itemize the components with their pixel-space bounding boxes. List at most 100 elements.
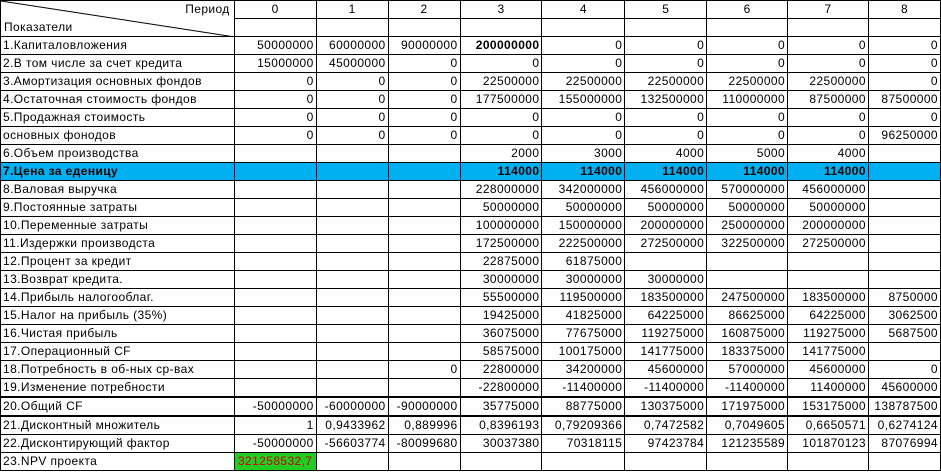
- value-cell[interactable]: 0,7049605: [706, 415, 789, 435]
- value-cell[interactable]: 22800000: [459, 360, 543, 379]
- row-label[interactable]: 5.Продажная стоимость: [0, 108, 235, 127]
- value-cell[interactable]: [387, 198, 461, 217]
- value-cell[interactable]: [867, 216, 941, 235]
- value-cell[interactable]: 171975000: [706, 396, 789, 417]
- value-cell[interactable]: [387, 252, 461, 271]
- value-cell[interactable]: 272500000: [787, 234, 869, 253]
- value-cell[interactable]: [867, 234, 941, 253]
- value-cell[interactable]: [233, 288, 317, 307]
- row-label[interactable]: 14.Прибыль налогооблаг.: [0, 288, 235, 307]
- period-header[interactable]: 2: [387, 0, 461, 19]
- value-cell[interactable]: 30000000: [624, 270, 708, 289]
- value-cell[interactable]: 138787500: [867, 396, 941, 417]
- value-cell[interactable]: 50000000: [233, 36, 317, 55]
- value-cell[interactable]: [233, 162, 317, 181]
- value-cell[interactable]: 77675000: [541, 324, 626, 343]
- value-cell[interactable]: 4000: [624, 144, 708, 163]
- value-cell[interactable]: [233, 306, 317, 325]
- value-cell[interactable]: 100175000: [541, 342, 626, 361]
- value-cell[interactable]: 155000000: [541, 90, 626, 109]
- value-cell[interactable]: 30000000: [541, 270, 626, 289]
- value-cell[interactable]: 0: [387, 108, 461, 127]
- value-cell[interactable]: 50000000: [541, 198, 626, 217]
- value-cell[interactable]: [233, 252, 317, 271]
- value-cell[interactable]: 0,7472582: [624, 415, 708, 435]
- value-cell[interactable]: -60000000: [315, 396, 389, 417]
- value-cell[interactable]: 50000000: [459, 198, 543, 217]
- value-cell[interactable]: 70318115: [541, 434, 626, 453]
- row-label[interactable]: 19.Изменение потребности: [0, 378, 235, 398]
- value-cell[interactable]: [233, 180, 317, 199]
- row-label[interactable]: 21.Дисконтный множитель: [0, 415, 235, 435]
- value-cell[interactable]: 3000: [541, 144, 626, 163]
- row-label[interactable]: 11.Издержки производста: [0, 234, 235, 253]
- value-cell[interactable]: [315, 306, 389, 325]
- value-cell[interactable]: -22800000: [459, 378, 543, 398]
- value-cell[interactable]: -56603774: [315, 434, 389, 453]
- value-cell[interactable]: [315, 144, 389, 163]
- value-cell[interactable]: 45600000: [867, 378, 941, 398]
- value-cell[interactable]: 0: [787, 108, 869, 127]
- value-cell[interactable]: [315, 252, 389, 271]
- value-cell[interactable]: 153175000: [787, 396, 869, 417]
- value-cell[interactable]: 30000000: [459, 270, 543, 289]
- value-cell[interactable]: 0: [706, 54, 789, 73]
- value-cell[interactable]: 0: [867, 36, 941, 55]
- value-cell[interactable]: [867, 198, 941, 217]
- value-cell[interactable]: 45600000: [624, 360, 708, 379]
- value-cell[interactable]: [233, 144, 317, 163]
- period-header[interactable]: 6: [706, 0, 789, 19]
- npv-value[interactable]: 321258532,7: [233, 452, 317, 471]
- value-cell[interactable]: [387, 270, 461, 289]
- value-cell[interactable]: -50000000: [233, 396, 317, 417]
- row-label[interactable]: 16.Чистая прибыль: [0, 324, 235, 343]
- row-label[interactable]: 12.Процент за кредит: [0, 252, 235, 271]
- row-label[interactable]: основных фонодов: [0, 126, 235, 145]
- value-cell[interactable]: 114000: [787, 162, 869, 181]
- value-cell[interactable]: 87076994: [867, 434, 941, 453]
- value-cell[interactable]: [867, 342, 941, 361]
- period-header[interactable]: 3: [459, 0, 543, 19]
- value-cell[interactable]: [233, 198, 317, 217]
- value-cell[interactable]: 0: [315, 108, 389, 127]
- value-cell[interactable]: -11400000: [541, 378, 626, 398]
- value-cell[interactable]: 101870123: [787, 434, 869, 453]
- value-cell[interactable]: [387, 306, 461, 325]
- row-label[interactable]: 8.Валовая выручка: [0, 180, 235, 199]
- value-cell[interactable]: 22875000: [459, 252, 543, 271]
- value-cell[interactable]: 90000000: [387, 36, 461, 55]
- value-cell[interactable]: 22500000: [706, 72, 789, 91]
- empty-cell[interactable]: [867, 18, 941, 37]
- value-cell[interactable]: [315, 360, 389, 379]
- value-cell[interactable]: 228000000: [459, 180, 543, 199]
- value-cell[interactable]: 141775000: [787, 342, 869, 361]
- npv-label[interactable]: 23.NPV проекта: [0, 452, 235, 471]
- value-cell[interactable]: 183375000: [706, 342, 789, 361]
- value-cell[interactable]: 0: [867, 360, 941, 379]
- value-cell[interactable]: 183500000: [624, 288, 708, 307]
- value-cell[interactable]: 183500000: [787, 288, 869, 307]
- value-cell[interactable]: [315, 162, 389, 181]
- value-cell[interactable]: 45000000: [315, 54, 389, 73]
- value-cell[interactable]: 119500000: [541, 288, 626, 307]
- empty-cell[interactable]: [706, 452, 789, 471]
- period-header[interactable]: 0: [233, 0, 317, 19]
- row-label[interactable]: 3.Амортизация основных фондов: [0, 72, 235, 91]
- value-cell[interactable]: [233, 324, 317, 343]
- value-cell[interactable]: 0: [233, 72, 317, 91]
- value-cell[interactable]: -90000000: [387, 396, 461, 417]
- value-cell[interactable]: 0: [459, 108, 543, 127]
- value-cell[interactable]: 0: [624, 36, 708, 55]
- value-cell[interactable]: 55500000: [459, 288, 543, 307]
- value-cell[interactable]: 0,9433962: [315, 415, 389, 435]
- value-cell[interactable]: 41825000: [541, 306, 626, 325]
- value-cell[interactable]: 0: [233, 126, 317, 145]
- value-cell[interactable]: 57000000: [706, 360, 789, 379]
- empty-cell[interactable]: [459, 18, 543, 37]
- value-cell[interactable]: [233, 378, 317, 398]
- value-cell[interactable]: 87500000: [867, 90, 941, 109]
- value-cell[interactable]: 0: [867, 72, 941, 91]
- empty-cell[interactable]: [787, 452, 869, 471]
- value-cell[interactable]: 177500000: [459, 90, 543, 109]
- value-cell[interactable]: 4000: [787, 144, 869, 163]
